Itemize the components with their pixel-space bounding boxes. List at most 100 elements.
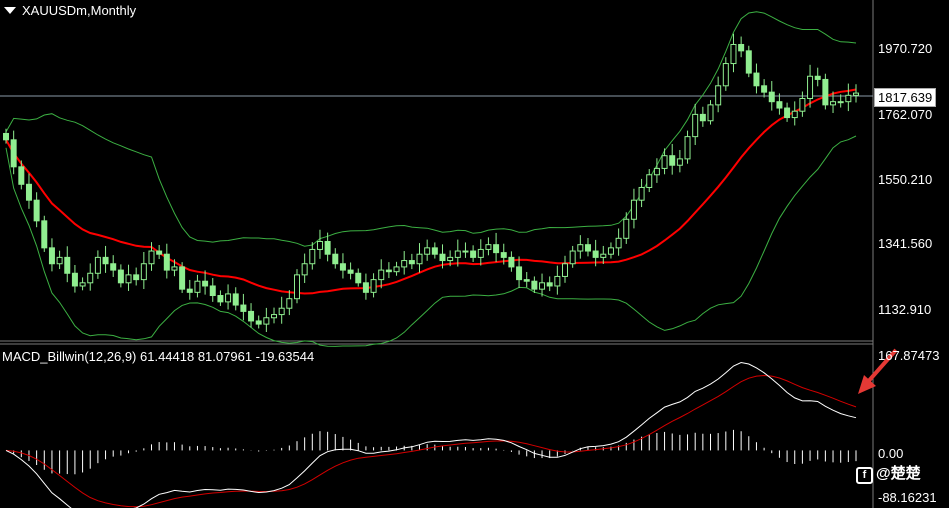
candle-body <box>791 110 798 119</box>
annotation-arrow <box>858 348 898 394</box>
macd-tick: 167.87473 <box>878 348 940 363</box>
candle-body <box>493 244 500 254</box>
candle-body <box>799 98 806 112</box>
candle-body <box>94 256 101 274</box>
candle-body <box>240 304 247 312</box>
facebook-icon: f <box>856 467 873 484</box>
candle-body <box>646 174 653 188</box>
price-tick: 1341.560 <box>878 236 933 251</box>
candle-body <box>293 274 300 300</box>
candle-body <box>523 279 530 282</box>
candle-body <box>79 282 86 287</box>
candle-body <box>462 250 469 253</box>
candle-body <box>156 250 163 255</box>
candle-body <box>539 282 546 290</box>
candle-body <box>508 256 515 268</box>
candle-body <box>56 256 63 265</box>
price-tick: 1132.910 <box>878 302 932 317</box>
chart-title: XAUUSDm,Monthly <box>0 3 136 18</box>
candle-body <box>179 266 186 290</box>
candle-body <box>638 186 645 201</box>
candle-body <box>424 247 431 255</box>
candle-body <box>324 240 331 255</box>
candle-body <box>761 85 768 93</box>
dropdown-triangle-icon[interactable] <box>4 7 16 14</box>
moving-average-line <box>5 88 857 295</box>
candle-body <box>845 94 852 103</box>
candle-body <box>569 250 576 265</box>
candle-body <box>355 272 362 284</box>
candle-body <box>431 247 438 255</box>
candle-body <box>853 92 859 96</box>
candle-body <box>661 155 668 169</box>
candle-body <box>600 253 607 258</box>
candle-body <box>263 317 270 325</box>
candle-body <box>745 50 752 74</box>
candle-body <box>768 91 775 103</box>
candle-body <box>477 248 484 258</box>
candle-body <box>692 113 699 138</box>
candle-body <box>271 314 278 319</box>
candle-body <box>301 263 308 276</box>
candle-body <box>416 253 423 265</box>
candle-body <box>385 269 392 273</box>
candle-body <box>577 244 584 252</box>
candle-body <box>186 288 193 293</box>
candle-body <box>623 218 630 239</box>
candle-body <box>554 275 561 287</box>
candle-body <box>393 266 400 273</box>
candle-body <box>140 263 147 281</box>
candle-body <box>316 240 323 250</box>
candle-body <box>18 166 25 185</box>
bollinger-upper-line <box>5 11 857 247</box>
candle-body <box>408 260 415 265</box>
candle-body <box>837 101 844 104</box>
candle-body <box>194 280 201 293</box>
candle-body <box>87 272 94 284</box>
candle-body <box>707 104 714 122</box>
candle-body <box>814 75 821 80</box>
candle-body <box>784 107 791 119</box>
candle-body <box>470 250 477 258</box>
candle-body <box>255 320 262 325</box>
macd-tick: 0.00 <box>878 446 904 461</box>
candle-body <box>485 244 492 250</box>
candle-body <box>125 274 132 284</box>
candle-body <box>25 183 32 201</box>
candle-body <box>562 263 569 277</box>
candle-body <box>133 274 140 281</box>
candle-body <box>715 85 722 106</box>
candle-body <box>516 266 523 281</box>
candle-body <box>592 250 599 258</box>
candle-body <box>500 252 507 258</box>
candle-body <box>370 279 377 293</box>
candle-body <box>669 155 676 166</box>
candle-body <box>248 310 255 322</box>
watermark: f @楚楚 <box>856 462 921 484</box>
candle-body <box>447 256 454 262</box>
candle-body <box>607 247 614 255</box>
candle-body <box>807 75 814 100</box>
candle-body <box>225 293 232 303</box>
symbol-title: XAUUSDm,Monthly <box>22 3 137 18</box>
candle-body <box>117 269 124 284</box>
candle-body <box>3 132 9 141</box>
candle-body <box>339 263 346 271</box>
candle-body <box>278 307 285 316</box>
candle-body <box>232 293 239 306</box>
candle-body <box>102 256 109 265</box>
candle-body <box>722 63 729 87</box>
price-tick: 1970.720 <box>878 41 933 56</box>
macd-title: MACD_Billwin(12,26,9) 61.44418 81.07961 … <box>2 349 315 364</box>
candle-body <box>684 136 691 160</box>
macd-tick: -88.16231 <box>878 490 937 505</box>
candle-body <box>439 253 446 262</box>
candle-body <box>347 269 354 274</box>
candle-body <box>209 285 216 297</box>
candle-body <box>286 298 293 309</box>
candle-body <box>48 247 55 265</box>
candle-body <box>531 280 538 290</box>
candle-body <box>454 250 461 258</box>
candle-body <box>822 78 829 106</box>
price-tick: 1762.070 <box>878 107 933 122</box>
